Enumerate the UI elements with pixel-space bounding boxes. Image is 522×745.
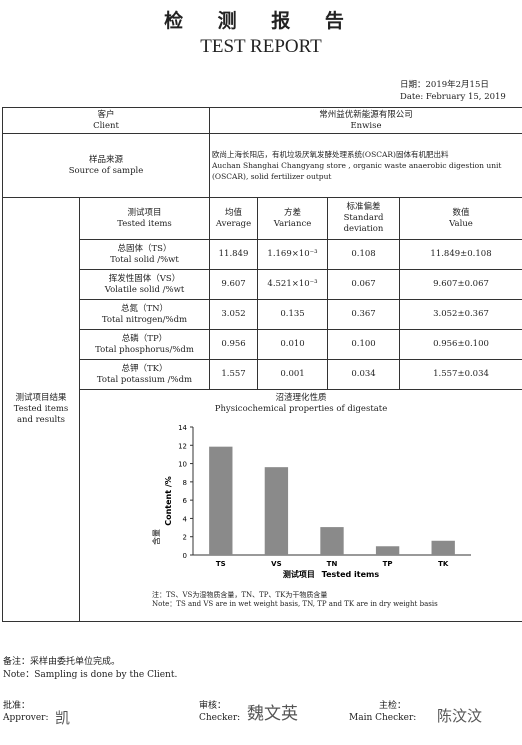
bar-chart: 0 2 4 6 8 10 12 14 TS VS TN TP TK 含量 Content /% 测试项目… <box>151 424 471 579</box>
client-row: 客户 Client 常州益优新能源有限公司 Enwise <box>2 107 522 134</box>
report-table: 客户 Client 常州益优新能源有限公司 Enwise 样品来源 Source… <box>2 107 522 622</box>
y-tick-label: 4 <box>183 515 188 523</box>
row-item: 总钾（TK） Total potassium /%dm <box>79 359 210 390</box>
x-tick-label: TK <box>438 560 449 568</box>
report-notes: 备注：采样由委托单位完成。 Note：Sampling is done by t… <box>3 656 177 682</box>
x-axis-label-en: Tested items <box>322 570 380 579</box>
chart-note-en: Note：TS and VS are in wet weight basis, … <box>152 600 438 608</box>
row-sd: 0.100 <box>327 329 400 360</box>
y-tick-label: 14 <box>178 424 187 432</box>
table-header-row: 测试项目结果 Tested items and results 测试项目 Test… <box>2 197 522 622</box>
x-tick-label: TN <box>327 560 338 568</box>
approver-block: 批准： Approver: <box>3 701 49 723</box>
report-title-cn: 检 测 报 告 <box>164 10 358 32</box>
row-sd: 0.108 <box>327 239 400 270</box>
chart-cell: 沼渣理化性质 Physicochemical properties of dig… <box>78 389 522 622</box>
chart-bars <box>209 446 455 555</box>
bar-tp <box>375 546 400 555</box>
source-row: 样品来源 Source of sample 欧尚上海长阳店，有机垃圾厌氧发酵处理… <box>2 133 522 198</box>
bar-tn <box>320 527 344 555</box>
main-checker-block: 主检： Main Checker: <box>349 701 417 723</box>
row-item: 挥发性固体（VS） Volatile solid /%wt <box>79 269 210 300</box>
checker-block: 审核： Checker: <box>199 701 241 723</box>
chart-title-en: Physicochemical properties of digestate <box>214 404 388 414</box>
y-tick-label: 0 <box>183 552 187 560</box>
col-average: 均值 Average <box>209 197 258 240</box>
chart-notes: 注：TS、VS为湿物质含量，TN、TP、TK为干物质含量 Note：TS and… <box>152 591 520 609</box>
row-value: 3.052±0.367 <box>398 299 522 330</box>
note-en: Note：Sampling is done by the Client. <box>3 670 178 680</box>
row-value: 11.849±0.108 <box>398 239 522 270</box>
row-item: 总磷（TP） Total phosphorus/%dm <box>79 329 210 360</box>
row-item: 总氮（TN） Total nitrogen/%dm <box>79 299 210 330</box>
col-tested-items: 测试项目 Tested items <box>79 197 210 240</box>
y-tick-label: 2 <box>183 534 187 542</box>
row-item: 总固体（TS） Total solid /%wt <box>79 239 210 270</box>
row-sd: 0.034 <box>327 359 400 390</box>
table-row: 总固体（TS） Total solid /%wt 11.849 1.169×10⁻… <box>3 239 522 270</box>
row-sd: 0.367 <box>327 299 400 330</box>
row-variance: 0.001 <box>257 359 328 390</box>
client-value: 常州益优新能源有限公司 Enwise <box>208 107 522 134</box>
date-cn: 日期：2019年2月15日 <box>400 80 489 90</box>
table-row: 总钾（TK） Total potassium /%dm 1.557 0.001 0… <box>3 359 522 390</box>
x-axis-label: 测试项目 Tested items <box>283 569 379 579</box>
y-tick-label: 12 <box>178 442 187 450</box>
report-date: 日期：2019年2月15日 Date: February 15, 2019 <box>400 79 518 103</box>
row-average: 3.052 <box>209 299 258 330</box>
row-average: 0.956 <box>209 329 258 360</box>
table-row: 挥发性固体（VS） Volatile solid /%wt 9.607 4.521… <box>3 269 522 300</box>
row-variance: 1.169×10⁻³ <box>257 239 328 270</box>
source-label: 样品来源 Source of sample <box>2 133 210 198</box>
client-label: 客户 Client <box>2 107 210 134</box>
row-value: 1.557±0.034 <box>398 359 522 390</box>
checker-signature: 魏文英 <box>247 704 298 724</box>
x-axis-label-cn: 测试项目 <box>283 569 315 579</box>
bar-vs <box>264 467 289 555</box>
main-checker-signature: 陈汶汶 <box>437 707 483 725</box>
approver-signature: 凯 <box>55 709 71 727</box>
date-en: Date: February 15, 2019 <box>400 92 506 102</box>
table-row: 总氮（TN） Total nitrogen/%dm 3.052 0.135 0.3… <box>3 299 522 330</box>
table-row: 总磷（TP） Total phosphorus/%dm 0.956 0.010 0… <box>3 329 522 360</box>
row-value: 9.607±0.067 <box>398 269 522 300</box>
source-value: 欧尚上海长阳店，有机垃圾厌氧发酵处理系统(OSCAR)固体有机肥出料 Aucha… <box>208 133 522 198</box>
chart-axes: 0 2 4 6 8 10 12 14 TS VS TN TP TK <box>178 424 471 568</box>
chart-row: 沼渣理化性质 Physicochemical properties of dig… <box>3 389 522 622</box>
chart-note-cn: 注：TS、VS为湿物质含量，TN、TP、TK为干物质含量 <box>152 591 328 599</box>
y-tick-label: 10 <box>178 461 187 469</box>
col-variance: 方差 Variance <box>257 197 328 240</box>
bar-tk <box>431 540 455 555</box>
chart-title-cn: 沼渣理化性质 <box>275 393 327 403</box>
col-value: 数值 Value <box>398 197 522 240</box>
y-axis-label-cn: 含量 <box>151 529 161 545</box>
y-axis-label-en: Content /% <box>164 476 173 526</box>
results-label-cell: 测试项目结果 Tested items and results <box>2 197 80 622</box>
row-average: 9.607 <box>209 269 258 300</box>
y-tick-label: 6 <box>183 497 188 505</box>
x-tick-label: VS <box>271 560 281 568</box>
row-sd: 0.067 <box>327 269 400 300</box>
row-value: 0.956±0.100 <box>398 329 522 360</box>
row-variance: 0.135 <box>257 299 328 330</box>
row-variance: 0.010 <box>257 329 328 360</box>
y-tick-label: 8 <box>183 479 187 487</box>
row-variance: 4.521×10⁻³ <box>257 269 328 300</box>
report-title-en: TEST REPORT <box>200 36 322 57</box>
col-standard-deviation: 标准偏差 Standard deviation <box>327 197 400 240</box>
signature-row: 批准： Approver: 凯 审核： Checker: 魏文英 主检： Mai… <box>3 700 522 740</box>
x-tick-label: TP <box>383 560 393 568</box>
bar-ts <box>209 446 233 555</box>
row-average: 11.849 <box>209 239 258 270</box>
x-tick-label: TS <box>216 560 226 568</box>
note-cn: 备注：采样由委托单位完成。 <box>3 657 121 667</box>
row-average: 1.557 <box>209 359 258 390</box>
